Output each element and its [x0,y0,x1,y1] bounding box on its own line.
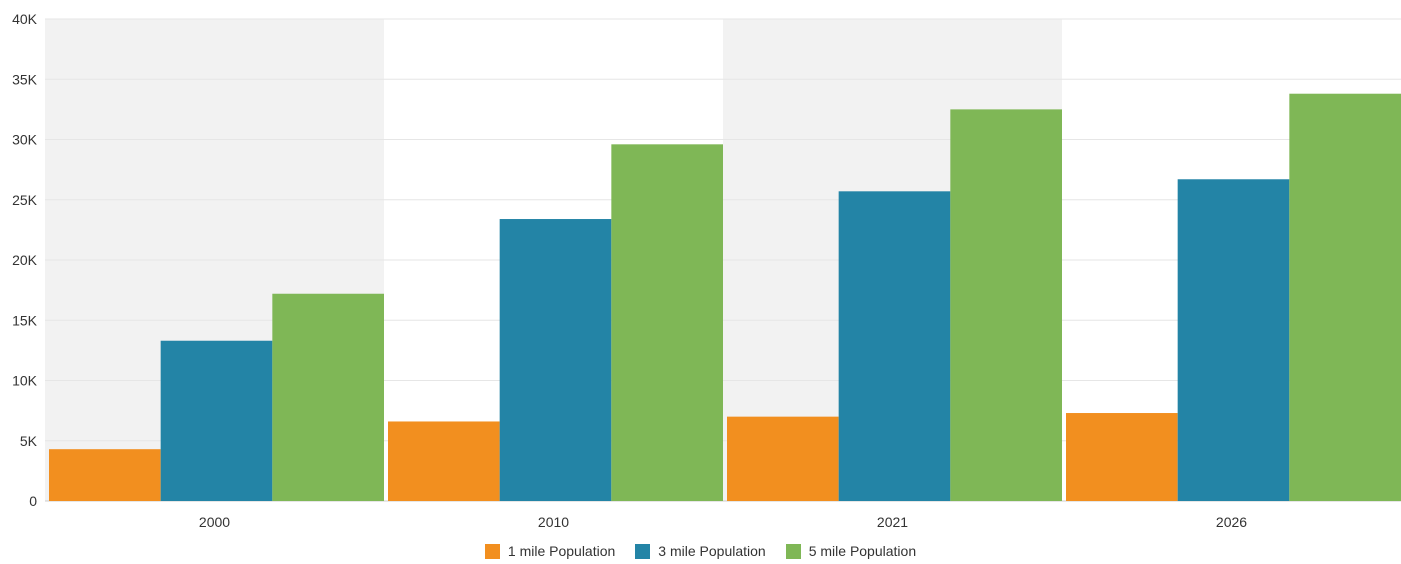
legend-swatch [635,544,650,559]
bar-3-mile-population-2000[interactable] [161,341,273,501]
legend-swatch [485,544,500,559]
bar-5-mile-population-2026[interactable] [1289,94,1401,501]
legend-label: 5 mile Population [809,543,916,559]
bar-1-mile-population-2021[interactable] [727,417,839,501]
y-tick-label: 25K [12,192,38,208]
legend-item[interactable]: 5 mile Population [786,543,916,559]
x-axis-ticks: 2000 2010 2021 2026 [199,514,1247,530]
legend-label: 1 mile Population [508,543,615,559]
bar-1-mile-population-2026[interactable] [1066,413,1178,501]
legend: 1 mile Population 3 mile Population 5 mile… [0,540,1401,562]
y-tick-label: 30K [12,132,38,148]
x-tick-label: 2021 [877,514,908,530]
legend-item[interactable]: 3 mile Population [635,543,765,559]
legend-swatch [786,544,801,559]
bar-1-mile-population-2010[interactable] [388,421,500,501]
bar-3-mile-population-2010[interactable] [500,219,612,501]
bar-5-mile-population-2021[interactable] [950,109,1062,501]
bar-5-mile-population-2010[interactable] [611,144,723,501]
y-tick-label: 0 [29,493,37,509]
y-tick-label: 40K [12,11,38,27]
x-tick-label: 2026 [1216,514,1247,530]
y-tick-label: 10K [12,373,38,389]
legend-label: 3 mile Population [658,543,765,559]
y-tick-label: 5K [20,433,38,449]
y-tick-label: 20K [12,252,38,268]
x-tick-label: 2010 [538,514,569,530]
bar-5-mile-population-2000[interactable] [272,294,384,501]
legend-item[interactable]: 1 mile Population [485,543,615,559]
bar-3-mile-population-2021[interactable] [839,191,951,501]
x-tick-label: 2000 [199,514,230,530]
y-axis-ticks: 0 5K 10K 15K 20K 25K 30K 35K 40K [12,11,38,509]
y-tick-label: 35K [12,71,38,87]
bar-3-mile-population-2026[interactable] [1178,179,1290,501]
y-tick-label: 15K [12,312,38,328]
bar-1-mile-population-2000[interactable] [49,449,161,501]
